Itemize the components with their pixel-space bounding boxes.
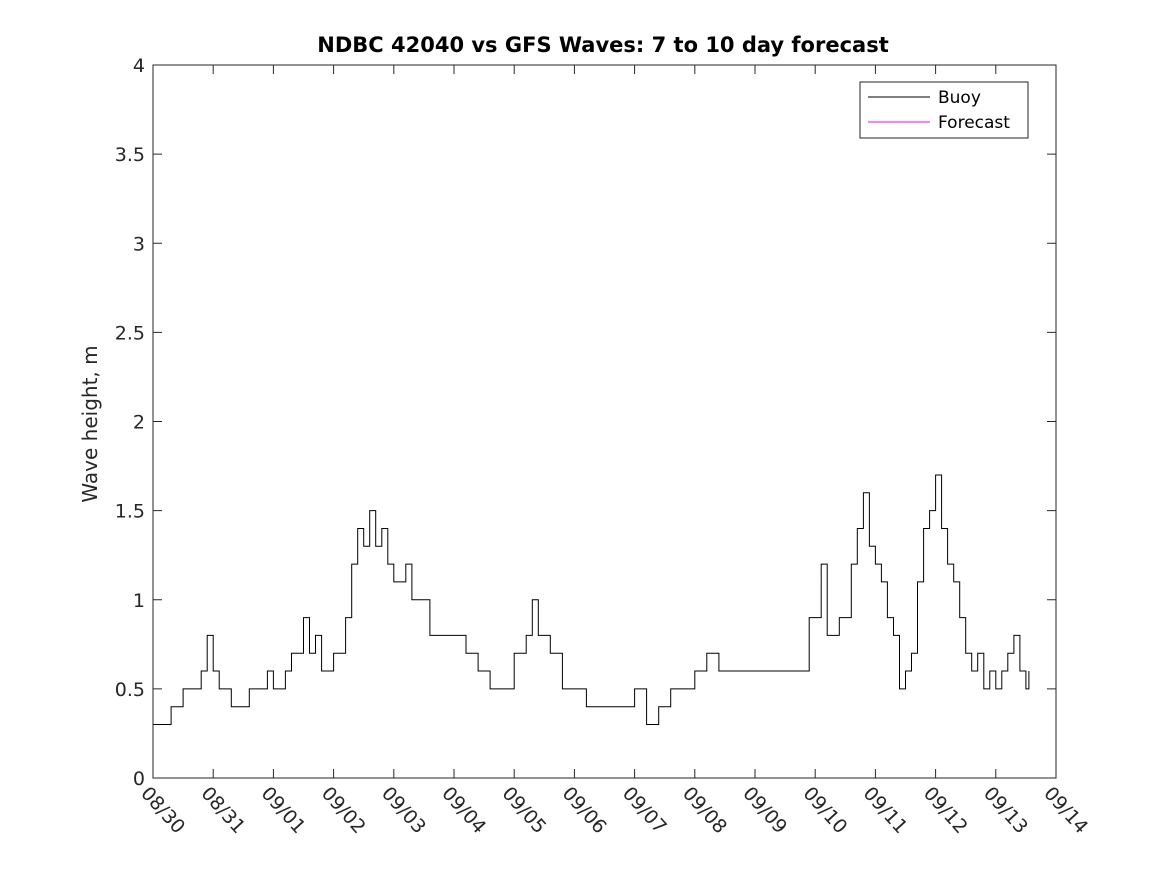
y-tick-label: 0.5 <box>115 679 145 701</box>
legend: Buoy Forecast <box>859 81 1029 139</box>
x-tick-label: 09/10 <box>798 783 851 838</box>
x-tick-label: 09/07 <box>618 783 671 838</box>
x-tick-label: 09/13 <box>979 783 1032 838</box>
x-tick-label: 09/09 <box>738 783 791 838</box>
x-tick-label: 09/01 <box>257 783 310 838</box>
chart-title: NDBC 42040 vs GFS Waves: 7 to 10 day for… <box>317 33 888 57</box>
y-tick-label: 4 <box>133 55 145 77</box>
x-tick-label: 09/14 <box>1039 783 1092 838</box>
x-tick-label: 09/05 <box>497 783 550 838</box>
y-axis-label: Wave height, m <box>78 345 102 502</box>
y-tick-label: 1.5 <box>115 501 145 523</box>
x-tick-label: 09/02 <box>317 783 370 838</box>
x-tick-label: 09/06 <box>558 783 611 838</box>
legend-forecast-label: Forecast <box>938 113 1010 133</box>
y-tick-label: 2 <box>133 412 145 434</box>
y-tick-label: 3 <box>133 233 145 255</box>
x-tick-label: 09/03 <box>377 783 430 838</box>
y-tick-label: 0 <box>133 768 145 790</box>
y-tick-label: 1 <box>133 590 145 612</box>
y-axis: 0 0.5 1 1.5 2 2.5 3 3.5 4 <box>115 55 1056 790</box>
x-tick-label: 08/31 <box>196 783 249 838</box>
x-tick-label: 09/08 <box>678 783 731 838</box>
x-tick-label: 09/04 <box>437 783 490 838</box>
buoy-line <box>153 474 1030 725</box>
x-tick-label: 09/12 <box>919 783 972 838</box>
legend-buoy-label: Buoy <box>938 88 981 108</box>
x-tick-label: 08/30 <box>136 783 189 838</box>
plot-area <box>153 474 1030 725</box>
y-tick-label: 2.5 <box>115 322 145 344</box>
x-tick-label: 09/11 <box>859 783 912 838</box>
y-tick-label: 3.5 <box>115 144 145 166</box>
x-axis: 08/30 08/31 09/01 09/02 09/03 09/04 09/05 09/06… <box>136 65 1092 838</box>
legend-box <box>859 81 1029 139</box>
